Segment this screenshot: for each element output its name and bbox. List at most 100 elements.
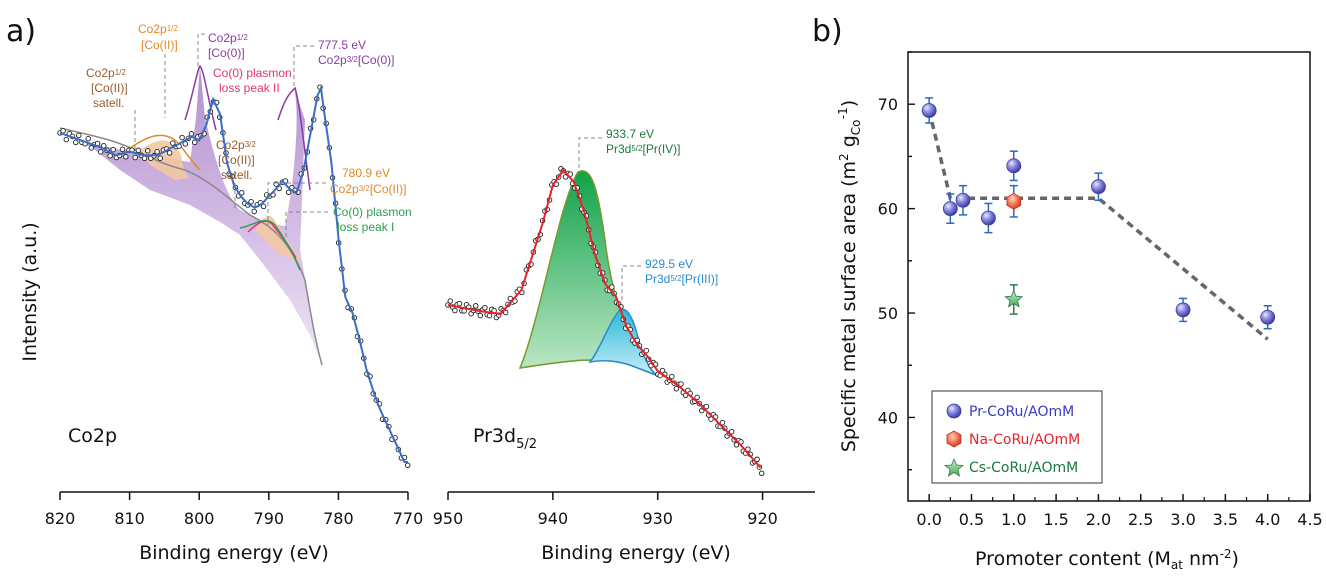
co2p-data-point <box>260 203 267 210</box>
ann-co0-p12-leader <box>197 33 205 66</box>
ann-pr3-energy: 929.5 eV <box>645 257 693 271</box>
ann-co2-p32-energy: 780.9 eV <box>342 166 390 180</box>
pr3d-data-point <box>733 442 740 448</box>
panel-b-x-tick-label: 2.0 <box>1086 510 1111 529</box>
ann-co2-p12: Co2p1/2 [Co(II)] <box>138 22 178 118</box>
pr3d-tick-label: 930 <box>642 509 673 528</box>
panel-b-y-tick-label: 70 <box>878 95 898 114</box>
ann-plasmon1-leader <box>285 211 328 240</box>
co2p-data-point <box>188 131 195 137</box>
data-point-pr <box>981 210 996 226</box>
panel-b-y-ticks: 40 50 60 70 <box>878 51 915 471</box>
pr3d-data-point <box>452 307 458 314</box>
pr3d-x-axis-title: Binding energy (eV) <box>541 542 731 564</box>
co2p-data-point <box>141 155 148 162</box>
ann-co0-p12-name: Co2p1/2 <box>208 31 248 45</box>
co2p-data-point <box>63 136 70 143</box>
data-point-pr <box>1260 309 1276 325</box>
co2p-data-point <box>72 139 79 146</box>
co2-satellite-fill <box>140 140 190 180</box>
pr3d-panel: 950 940 930 920 Binding energy (eV) Pr3d5/2… <box>433 127 815 564</box>
pr3d-data-point <box>673 385 680 392</box>
pr3d-data-point <box>502 309 509 316</box>
panel-b-y-tick-label: 40 <box>878 408 898 427</box>
pr3d-data-point <box>719 419 726 426</box>
pr3d-data-point <box>477 312 484 319</box>
panel-label-a: a) <box>6 14 36 49</box>
co2p-data-point <box>166 150 173 156</box>
ann-co0-p32: 777.5 eV Co2p3/2[Co(0)] <box>293 38 395 88</box>
co0-component-fill <box>80 66 320 360</box>
data-point-cs <box>1004 289 1024 308</box>
pr3d-core-label: Pr3d5/2 <box>473 425 537 452</box>
ann-plasmon1-line2: loss peak I <box>337 220 394 234</box>
pr3d-data-point <box>703 403 710 410</box>
co2p-data-point <box>191 139 198 146</box>
co2p-data-point <box>144 148 151 154</box>
panel-b-x-tick-label: 2.5 <box>1128 510 1153 529</box>
data-point-pr <box>1006 158 1022 174</box>
pr3d-data-point <box>643 347 650 354</box>
data-point-pr <box>921 103 937 118</box>
pr3d-fit-line <box>447 168 762 469</box>
co2p-tick-label: 820 <box>45 509 76 528</box>
ann-co2-p12-name: Co2p1/2 <box>138 22 178 36</box>
ann-co2-p12-satell: Co2p1/2 [Co(II)] satell. <box>86 66 136 150</box>
pr3d-tick-label: 950 <box>433 509 464 528</box>
pr3d-tick-label: 940 <box>538 509 569 528</box>
co2p-tick-label: 780 <box>323 509 354 528</box>
panel-b-x-tick-label: 1.5 <box>1043 510 1068 529</box>
ann-co2-p32-satell-name: Co2p3/2 <box>216 138 256 152</box>
pr3d-data-point <box>472 303 479 309</box>
co2p-data-point <box>119 146 126 153</box>
ann-co2-p32-name: Co2p3/2[Co(II)] <box>330 182 406 196</box>
pr3d-data-point <box>447 298 454 304</box>
ann-co0-p12-state: [Co(0)] <box>208 46 245 60</box>
plasmon1-line <box>239 220 301 271</box>
panel-b-x-axis-title: Promoter content (Mat nm-2) <box>975 547 1239 572</box>
pr3d-x-ticks: 950 940 930 920 <box>433 492 778 528</box>
pr3d-data-point <box>486 312 493 319</box>
co2p-data-point <box>123 154 129 160</box>
panel-b-legend: Pr-CoRu/AOmM Na-CoRu/AOmM Cs-CoRu/AOmM <box>931 390 1103 484</box>
pr3d-data-point <box>456 300 463 307</box>
panel-b-y-axis-title: Specific metal surface area (m2 gCo-1) <box>836 100 863 452</box>
pr3d-annotations: 933.7 eV Pr3d5/2[Pr(IV)] 929.5 eV Pr3d5/… <box>578 127 718 300</box>
co2p-data-point <box>85 135 91 142</box>
co2p-x-ticks: 820 810 800 790 780 770 <box>45 492 423 528</box>
co2p-fit-line <box>59 84 408 463</box>
ann-pr4-energy: 933.7 eV <box>606 127 654 141</box>
co2p-data-point <box>135 147 142 154</box>
ann-co0-p32-leader <box>293 45 314 88</box>
panel-b-x-tick-label: 4.5 <box>1297 510 1322 529</box>
co2p-data-point <box>97 149 104 155</box>
co2p-data-point <box>132 154 138 161</box>
co2p-data-point <box>157 155 163 161</box>
ann-co2-p32-satell-state: [Co(II)] <box>218 153 255 167</box>
legend-marker-pr <box>946 403 962 419</box>
panel-b-x-tick-label: 0.0 <box>916 510 941 529</box>
pr3d-data-point <box>482 305 488 311</box>
panel-b-points <box>921 97 1276 330</box>
legend-marker-cs <box>943 457 965 477</box>
co2p-data-point <box>76 132 82 139</box>
co2p-panel: Intensity (a.u.) 820 810 800 790 780 770 Bind… <box>19 22 423 564</box>
co0-p32-line <box>277 86 311 191</box>
ann-pr3-leader <box>621 265 641 300</box>
panel-b-y-tick-label: 50 <box>878 304 898 323</box>
data-point-pr <box>955 192 971 208</box>
co2p-y-axis-title: Intensity (a.u.) <box>19 222 41 361</box>
panel-b-x-tick-label: 1.0 <box>1001 510 1026 529</box>
co2p-data-point <box>404 462 411 469</box>
legend-label-na: Na-CoRu/AOmM <box>969 432 1080 448</box>
co2p-data-point <box>251 208 257 215</box>
co2p-tick-label: 790 <box>254 509 285 528</box>
ann-co2-p12-satell-state: [Co(II)] <box>91 81 128 95</box>
pr3d-tick-label: 920 <box>747 509 778 528</box>
ann-co2-p32-satell: Co2p3/2 [Co(II)] satell. <box>216 138 256 208</box>
pr3d-data-point <box>728 428 735 435</box>
ann-co2-p32-leader <box>267 182 326 225</box>
pr3d-data-point <box>758 470 765 477</box>
co2p-core-label: Co2p <box>68 425 117 447</box>
